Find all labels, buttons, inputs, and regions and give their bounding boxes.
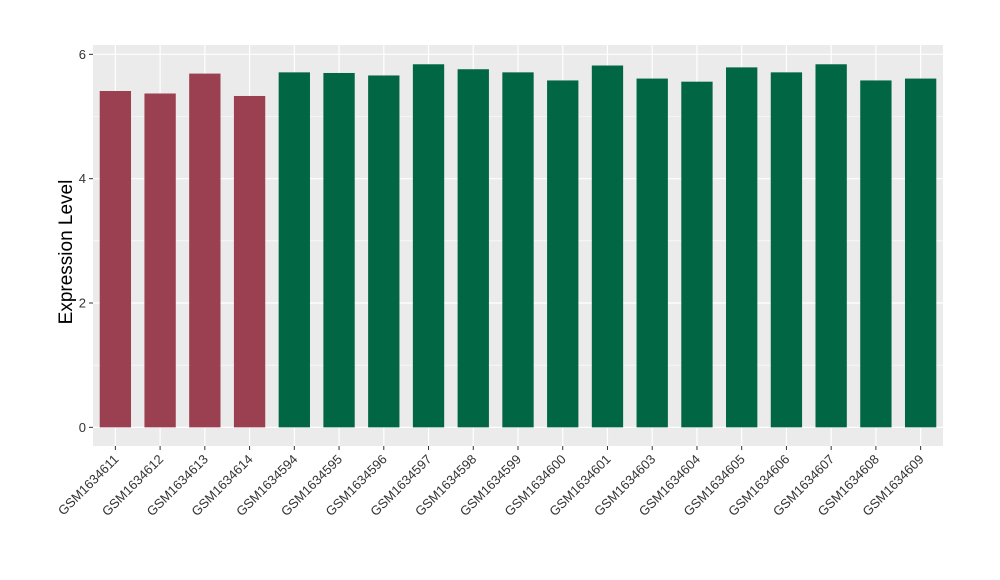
bar-GSM1634614 (233, 95, 266, 428)
y-tick-label: 4 (79, 171, 86, 186)
bar-GSM1634598 (457, 69, 489, 428)
bar-GSM1634613 (189, 73, 221, 428)
bar-GSM1634609 (904, 78, 937, 428)
bar-GSM1634600 (547, 80, 579, 428)
bar-GSM1634603 (636, 78, 668, 428)
bar-GSM1634595 (323, 72, 355, 428)
bar-GSM1634601 (591, 65, 624, 428)
x-axis: GSM1634611GSM1634612GSM1634613GSM1634614… (55, 446, 927, 519)
bar-GSM1634599 (502, 72, 534, 428)
bar-GSM1634607 (815, 64, 847, 428)
bar-GSM1634611 (99, 91, 132, 428)
y-tick-label: 2 (79, 296, 86, 311)
bar-GSM1634612 (144, 93, 176, 428)
bars (99, 64, 937, 428)
bar-GSM1634605 (726, 67, 758, 428)
bar-GSM1634594 (278, 72, 310, 428)
y-tick-label: 6 (79, 47, 86, 62)
y-axis: 0 2 4 6 (79, 47, 93, 435)
bar-GSM1634597 (412, 64, 445, 428)
bar-GSM1634608 (860, 80, 892, 428)
y-tick-label: 0 (79, 420, 86, 435)
bar-GSM1634606 (770, 72, 803, 428)
y-axis-title: Expression Level (56, 180, 77, 325)
bar-GSM1634604 (681, 81, 713, 428)
bar-GSM1634596 (368, 75, 400, 428)
